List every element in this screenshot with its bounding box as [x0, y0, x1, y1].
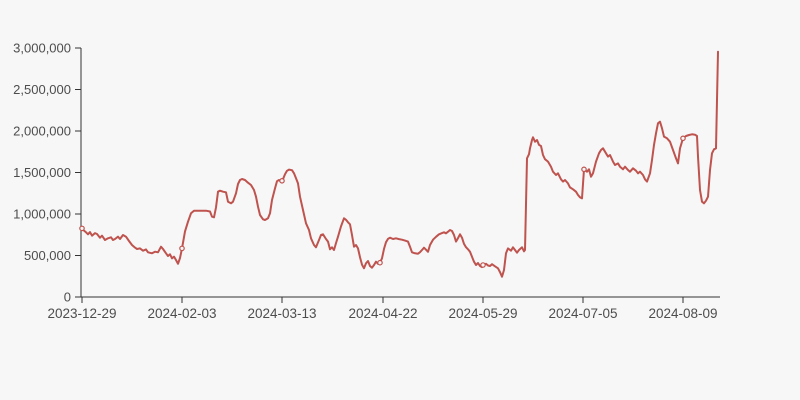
x-tick-label: 2023-12-29 — [47, 306, 116, 321]
y-tick-label: 1,500,000 — [13, 165, 71, 180]
x-tick-label: 2024-05-29 — [448, 306, 517, 321]
y-tick-label: 3,000,000 — [13, 41, 71, 56]
y-tick-label: 2,500,000 — [13, 82, 71, 97]
data-point-marker — [581, 166, 587, 173]
x-tick-label: 2024-07-05 — [548, 306, 617, 321]
data-point-marker — [279, 178, 285, 184]
data-point-marker — [480, 262, 486, 268]
x-tick-label: 2024-03-13 — [247, 306, 316, 321]
series-line — [81, 50, 719, 278]
data-point-marker — [680, 135, 686, 142]
data-point-marker — [179, 245, 185, 252]
y-tick-label: 1,000,000 — [13, 207, 71, 222]
y-tick-label: 2,000,000 — [13, 124, 71, 139]
x-tick-label: 2024-04-22 — [348, 306, 417, 321]
y-tick-label: 0 — [64, 290, 71, 305]
data-point-markers — [79, 135, 686, 268]
y-axis: 0 500,000 1,000,000 1,500,000 2,000,000 2,500… — [13, 41, 81, 305]
x-axis: 2023-12-29 2024-02-03 2024-03-13 2024-04-22… — [47, 297, 718, 321]
data-point-marker — [79, 225, 85, 232]
x-tick-label: 2024-02-03 — [147, 306, 216, 321]
y-tick-label: 500,000 — [24, 248, 71, 263]
data-point-marker — [377, 259, 383, 266]
x-tick-label: 2024-08-09 — [648, 306, 717, 321]
